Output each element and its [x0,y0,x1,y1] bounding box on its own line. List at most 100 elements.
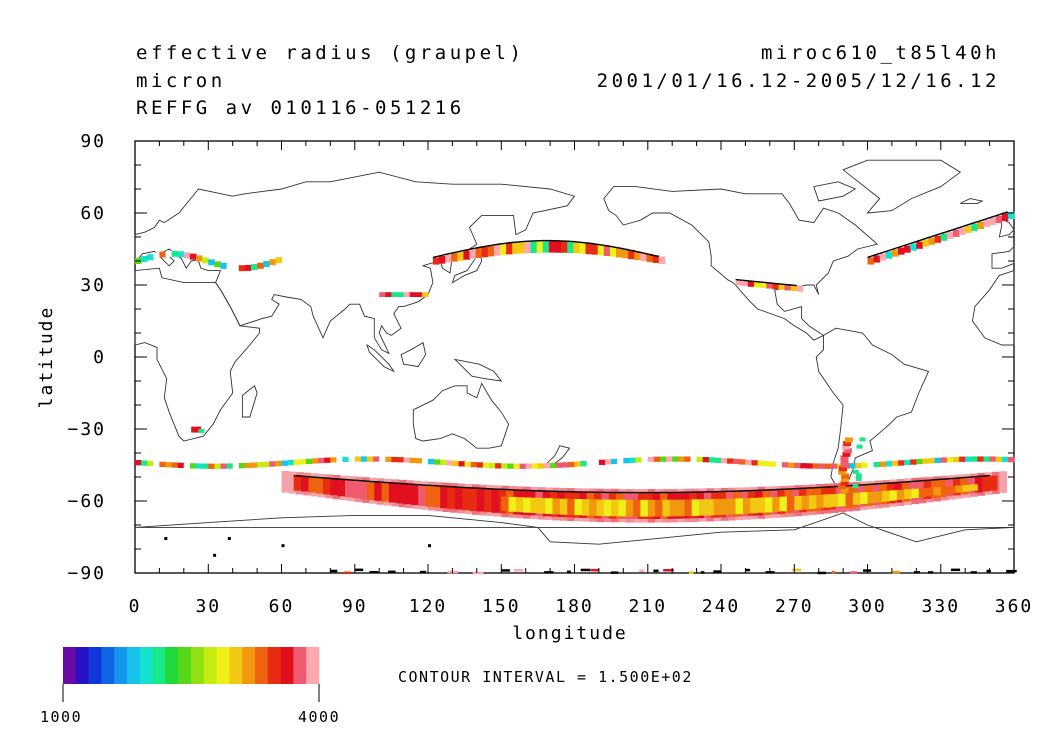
southern-ocean-fringe-cell [1007,457,1015,463]
north-pacific-track-cell [609,246,617,257]
southern-ocean-core-cell [523,497,531,513]
southern-ocean-fringe-cell [745,459,752,465]
coast-antarctica [134,512,1015,545]
gulf-coast [735,278,804,292]
colorbar-swatch [63,647,77,684]
colorbar-swatch [75,647,89,684]
north-atlantic-track-cell [910,243,917,251]
southern-ocean-fringe-cell [440,459,447,466]
north-atlantic-track-cell [904,245,911,253]
southern-ocean-fringe-cell [690,456,698,462]
southern-ocean-core-cell [860,492,868,504]
north-pacific-track-cell [512,242,519,254]
north-pacific-track-cell [493,244,501,256]
southern-ocean-fringe-cell [428,459,435,465]
southern-ocean-core-cell [904,489,912,499]
north-pacific-track-cell [585,242,593,255]
southern-ocean-red-cell [454,486,463,510]
southern-ocean-core-cell [574,499,583,516]
coast-iceland [960,198,984,204]
mediterranean-cell [251,264,258,271]
title-line-3: REFFG av 010116-051216 [136,97,465,119]
southern-ocean-fringe-cell [855,462,862,469]
y-tick-label: 30 [80,275,106,296]
southern-ocean-core-cell [552,498,561,515]
colorbar-swatch [242,647,256,684]
patagonia-cell [841,473,850,479]
gulf-coast-cell [778,283,785,290]
southern-ocean-fringe-cell [525,463,533,469]
southern-ocean-red-cell [403,483,412,505]
southern-ocean-core-cell [896,489,905,500]
gulf-coast-cell [754,281,761,288]
north-pacific-track-cell [469,249,477,259]
southern-ocean-fringe-cell [721,458,728,464]
x-tick-label: 150 [482,596,521,617]
southern-ocean-fringe-cell [360,456,368,462]
southern-ocean-fringe-cell [519,463,527,469]
southern-ocean-fringe-cell [562,462,569,468]
north-atlantic-track-cell [977,221,984,229]
patagonia-cell [840,480,849,486]
coast-australia [412,382,510,449]
southern-ocean-fringe-cell [232,463,240,469]
southern-ocean-fringe-cell [861,462,868,468]
southern-ocean-fringe-cell [458,461,466,467]
southern-ocean-fringe-cell [544,463,551,469]
mediterranean-cell [226,264,234,271]
patagonia-cell-cyan [852,484,859,489]
antarctic-speck [1006,569,1017,573]
colorbar-swatch [165,647,179,684]
y-axis-label: latitude [36,306,57,409]
southern-ocean-red-cell [367,481,375,500]
x-tick-label: 60 [269,596,295,617]
mediterranean-cell [147,254,154,261]
southern-ocean-core-cell [669,499,678,517]
gulf-coast-cell [735,279,743,286]
southern-ocean-fringe-cell [373,456,380,462]
patagonia-cell [840,455,849,461]
southern-ocean-fringe-cell [769,461,777,467]
north-pacific-track-cell [646,253,654,262]
southern-ocean-red-cell [989,475,998,491]
southern-ocean-core-cell [867,491,876,504]
graupel-radius-field [135,211,1017,575]
southern-ocean-core-cell [721,498,729,515]
southern-ocean-red-cell [301,476,309,492]
southern-ocean-fringe-cell [605,459,612,465]
coast-greenland [842,159,962,214]
southern-ocean-pink-edge-cell [281,471,290,493]
coast-iberia [991,245,1015,269]
coast-eurasia [134,171,576,355]
east-asia-cell [403,292,411,297]
antarctic-speck [986,569,991,573]
patagonia-cell-cyan [855,473,862,478]
coast-africa [134,267,260,442]
southern-ocean-red-cell [982,476,991,492]
interior-speck [213,553,217,557]
colorbar-swatch [229,647,243,684]
southern-ocean-red-cell [345,479,353,498]
southern-ocean-core-cell [926,487,934,497]
mediterranean-cell [202,257,209,264]
southern-ocean-red-cell [476,488,485,512]
patagonia-cell-cyan [852,469,859,474]
north-pacific-track-cell [518,241,525,254]
southern-ocean-red-cell [388,482,397,503]
mediterranean-cell [141,256,148,262]
southern-ocean-red-cell [974,476,983,493]
north-atlantic-track-cell [989,217,997,225]
southern-ocean-fringe-cell [965,456,972,462]
southern-ocean-fringe-cell [660,456,667,462]
southern-ocean-fringe-cell [837,463,844,469]
southern-ocean-fringe-cell [415,458,423,464]
southern-ocean-fringe-cell [263,461,270,467]
colorbar-swatch [127,647,141,684]
north-atlantic-track-cell [1007,211,1015,220]
gulf-coast-cell [790,285,798,291]
x-tick-label: 270 [775,596,814,617]
antarctic-speck [713,570,722,573]
north-pacific-track-cell [475,248,483,258]
southern-ocean-fringe-cell [898,460,905,466]
